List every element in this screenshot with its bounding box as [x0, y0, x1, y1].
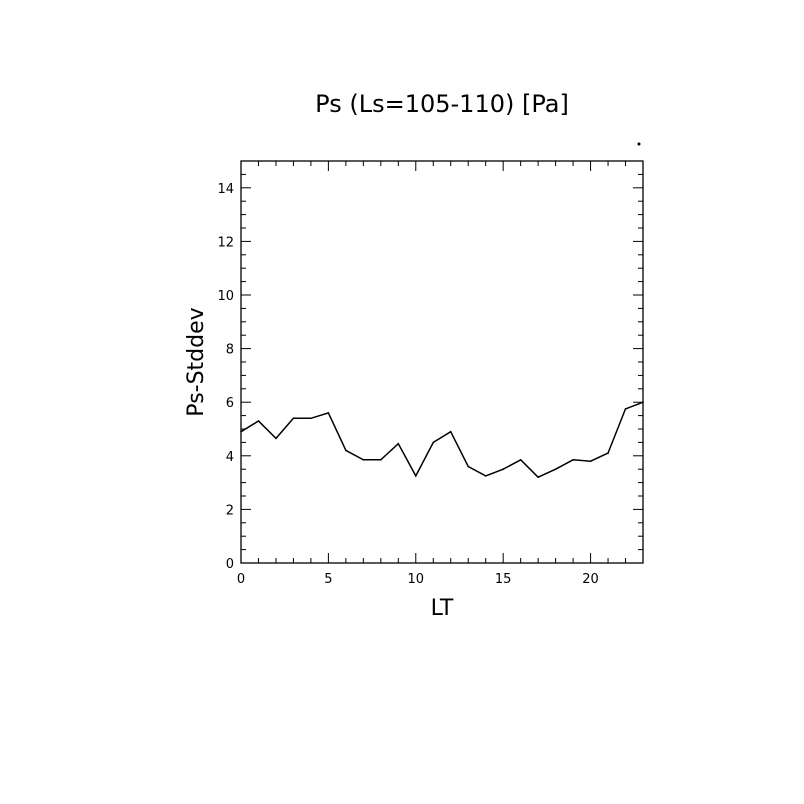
plot-frame: [240, 160, 644, 564]
data-point: [484, 475, 487, 477]
data-point: [310, 417, 312, 420]
y-tick-label: 0: [226, 557, 234, 572]
x-tick-label: 5: [324, 572, 332, 587]
points-layer: [240, 401, 644, 479]
data-point: [380, 459, 382, 461]
data-point: [362, 459, 365, 461]
data-point: [589, 460, 592, 462]
data-point: [257, 420, 260, 422]
tick-labels: 0 5 10 15 20 0 2 4 6 8 10 12 14: [217, 182, 598, 587]
x-tick-label: 15: [495, 572, 512, 587]
x-axis-title: LT: [431, 596, 454, 621]
y-tick-label: 14: [217, 182, 234, 197]
data-point: [345, 449, 347, 452]
data-point: [432, 441, 435, 444]
chart-title: Ps (Ls=105-110) [Pa]: [315, 90, 569, 118]
x-tick-label: 10: [408, 572, 425, 587]
y-tick-label: 6: [226, 396, 234, 411]
data-point: [292, 417, 295, 420]
y-tick-label: 4: [226, 450, 234, 465]
corner-dot: [637, 142, 641, 146]
x-tick-label: 0: [237, 572, 245, 587]
x-tick-label: 20: [582, 572, 599, 587]
data-point: [572, 459, 574, 461]
y-tick-label: 2: [226, 503, 234, 518]
series-line: [240, 401, 644, 479]
data-point: [607, 452, 609, 454]
data-point: [537, 476, 539, 479]
y-tick-label: 12: [217, 235, 234, 250]
data-point: [554, 468, 557, 471]
y-tick-label: 10: [217, 289, 234, 304]
data-point: [624, 408, 627, 410]
y-tick-label: 8: [226, 343, 234, 358]
data-point: [414, 475, 417, 477]
data-point: [327, 412, 330, 414]
data-point: [502, 468, 504, 471]
ticks-layer: [240, 160, 644, 564]
data-point: [519, 459, 522, 461]
data-point: [397, 442, 400, 445]
data-point: [449, 430, 452, 433]
data-point: [275, 437, 277, 440]
y-axis-title: Ps-Stddev: [184, 307, 209, 416]
data-point: [467, 465, 470, 468]
